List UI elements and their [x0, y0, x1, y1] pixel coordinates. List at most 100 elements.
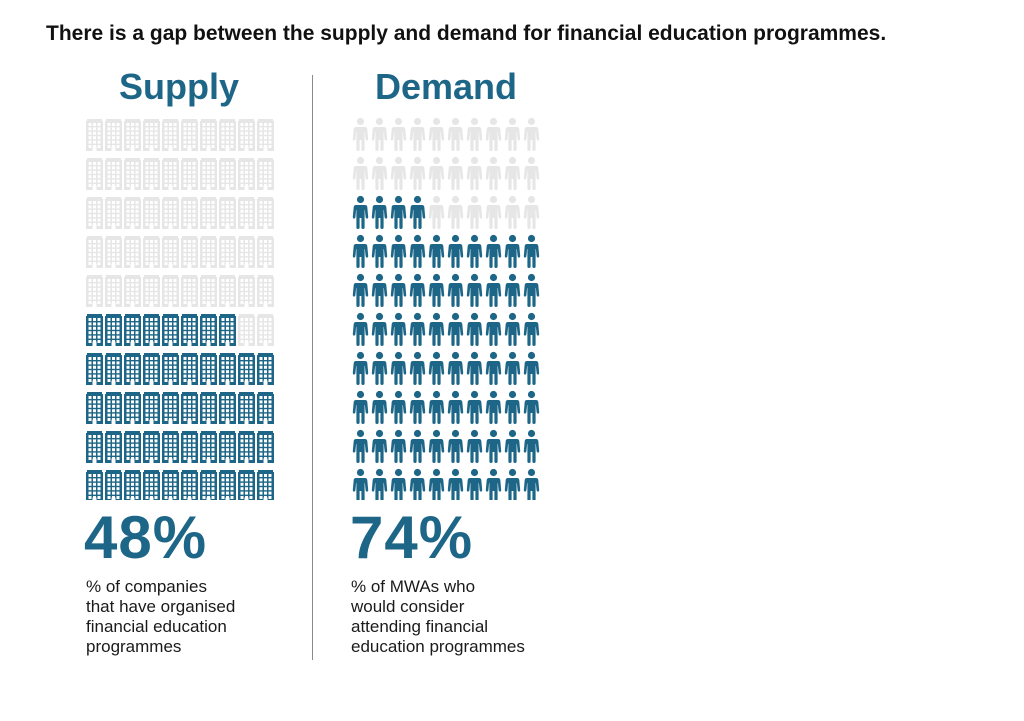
demand-person-icon-filled	[428, 351, 445, 385]
demand-person-icon-filled	[352, 468, 369, 500]
demand-person-icon-empty	[523, 195, 540, 229]
supply-building-icon-filled	[162, 353, 179, 385]
demand-person-icon-filled	[409, 195, 426, 229]
demand-person-icon-filled	[352, 390, 369, 424]
supply-building-icon-empty	[200, 275, 217, 307]
demand-person-icon-empty	[485, 156, 502, 190]
supply-building-icon-empty	[219, 197, 236, 229]
demand-person-icon-filled	[485, 429, 502, 463]
supply-building-icon-filled	[181, 392, 198, 424]
demand-person-icon-empty	[390, 117, 407, 151]
supply-building-icon-filled	[257, 470, 274, 500]
supply-building-icon-empty	[105, 119, 122, 151]
demand-person-icon-filled	[447, 468, 464, 500]
supply-building-icon-empty	[257, 197, 274, 229]
supply-title: Supply	[118, 66, 239, 107]
demand-person-icon-filled	[390, 312, 407, 346]
demand-person-icon-filled	[390, 390, 407, 424]
demand-person-icon-filled	[428, 312, 445, 346]
supply-building-icon-filled	[181, 431, 198, 463]
demand-person-icon-filled	[428, 468, 445, 500]
supply-building-icon-empty	[143, 236, 160, 268]
demand-person-icon-filled	[428, 273, 445, 307]
supply-building-icon-filled	[124, 431, 141, 463]
supply-building-icon-empty	[86, 197, 103, 229]
demand-person-icon-empty	[409, 117, 426, 151]
demand-person-icon-filled	[466, 429, 483, 463]
demand-person-icon-filled	[390, 234, 407, 268]
demand-person-icon-filled	[390, 273, 407, 307]
demand-person-icon-filled	[371, 234, 388, 268]
demand-person-icon-filled	[371, 351, 388, 385]
demand-title: Demand	[374, 66, 518, 107]
demand-person-icon-filled	[466, 312, 483, 346]
demand-caption-line: education programmes	[351, 637, 525, 656]
demand-person-icon-filled	[371, 195, 388, 229]
demand-person-icon-filled	[352, 273, 369, 307]
supply-caption-line: % of companies	[86, 577, 207, 596]
demand-percentage: 74%	[350, 504, 474, 571]
supply-building-icon-empty	[143, 197, 160, 229]
supply-building-icon-filled	[86, 470, 103, 500]
supply-building-icon-filled	[143, 353, 160, 385]
supply-building-icon-empty	[86, 119, 103, 151]
demand-person-icon-filled	[409, 351, 426, 385]
demand-person-icon-empty	[428, 117, 445, 151]
demand-person-icon-filled	[523, 468, 540, 500]
supply-building-icon-filled	[238, 353, 255, 385]
supply-building-icon-filled	[124, 470, 141, 500]
supply-percentage: 48%	[84, 504, 208, 571]
demand-person-icon-filled	[371, 312, 388, 346]
supply-building-icon-empty	[143, 158, 160, 190]
demand-person-icon-filled	[485, 468, 502, 500]
demand-caption-line: would consider	[351, 597, 465, 616]
demand-person-icon-filled	[390, 351, 407, 385]
supply-building-icon-empty	[105, 197, 122, 229]
supply-building-icon-filled	[200, 470, 217, 500]
demand-person-icon-filled	[409, 273, 426, 307]
demand-person-icon-filled	[504, 273, 521, 307]
demand-person-icon-empty	[371, 156, 388, 190]
demand-person-icon-empty	[523, 156, 540, 190]
demand-caption: % of MWAs who would consider attending f…	[351, 577, 561, 657]
demand-person-icon-filled	[352, 234, 369, 268]
supply-building-icon-filled	[143, 431, 160, 463]
demand-person-icon-filled	[466, 468, 483, 500]
demand-person-icon-filled	[523, 390, 540, 424]
supply-building-icon-empty	[181, 275, 198, 307]
demand-person-icon-filled	[447, 429, 464, 463]
supply-building-icon-empty	[105, 158, 122, 190]
supply-building-icon-filled	[86, 353, 103, 385]
demand-person-icon-filled	[409, 390, 426, 424]
supply-building-icon-empty	[105, 236, 122, 268]
supply-building-icon-empty	[124, 197, 141, 229]
supply-building-icon-empty	[257, 275, 274, 307]
supply-building-icon-empty	[124, 275, 141, 307]
supply-building-icon-empty	[86, 275, 103, 307]
supply-building-icon-empty	[257, 236, 274, 268]
demand-person-icon-filled	[409, 429, 426, 463]
supply-caption-line: programmes	[86, 637, 182, 656]
supply-building-icon-empty	[162, 158, 179, 190]
demand-person-icon-filled	[390, 195, 407, 229]
demand-person-icon-empty	[428, 156, 445, 190]
demand-person-icon-filled	[390, 468, 407, 500]
demand-person-icon-empty	[523, 117, 540, 151]
demand-person-icon-empty	[352, 156, 369, 190]
supply-building-icon-empty	[105, 275, 122, 307]
supply-caption: % of companies that have organised finan…	[86, 577, 296, 657]
supply-building-icon-filled	[143, 392, 160, 424]
supply-pictogram-grid	[86, 119, 274, 500]
supply-building-icon-filled	[200, 353, 217, 385]
supply-building-icon-filled	[257, 431, 274, 463]
supply-building-icon-filled	[219, 431, 236, 463]
supply-building-icon-empty	[219, 158, 236, 190]
demand-person-icon-filled	[466, 351, 483, 385]
demand-person-icon-filled	[485, 312, 502, 346]
supply-caption-line: financial education	[86, 617, 227, 636]
supply-building-icon-empty	[181, 119, 198, 151]
supply-building-icon-empty	[238, 314, 255, 346]
supply-building-icon-filled	[105, 392, 122, 424]
demand-person-icon-filled	[409, 234, 426, 268]
supply-building-icon-empty	[124, 236, 141, 268]
